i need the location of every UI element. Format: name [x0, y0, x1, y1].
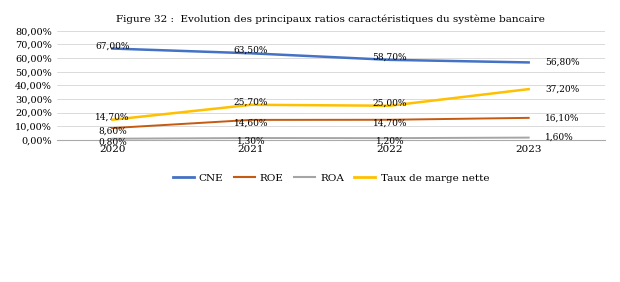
Text: 0,80%: 0,80% [98, 137, 126, 146]
Text: 14,70%: 14,70% [373, 118, 407, 127]
Text: 8,60%: 8,60% [98, 127, 126, 136]
Text: 58,70%: 58,70% [373, 53, 407, 61]
Text: 1,30%: 1,30% [237, 136, 265, 146]
Text: 25,70%: 25,70% [234, 98, 268, 107]
Title: Figure 32 :  Evolution des principaux ratios caractéristiques du système bancair: Figure 32 : Evolution des principaux rat… [117, 15, 546, 25]
Text: 14,60%: 14,60% [234, 118, 268, 127]
Text: 56,80%: 56,80% [546, 58, 580, 67]
Text: 67,00%: 67,00% [95, 41, 130, 50]
Legend: CNE, ROE, ROA, Taux de marge nette: CNE, ROE, ROA, Taux de marge nette [169, 169, 493, 187]
Text: 1,20%: 1,20% [376, 137, 404, 146]
Text: 16,10%: 16,10% [546, 113, 580, 122]
Text: 1,60%: 1,60% [546, 133, 574, 142]
Text: 37,20%: 37,20% [546, 85, 580, 94]
Text: 14,70%: 14,70% [95, 113, 130, 122]
Text: 25,00%: 25,00% [373, 98, 407, 107]
Text: 63,50%: 63,50% [234, 46, 268, 55]
